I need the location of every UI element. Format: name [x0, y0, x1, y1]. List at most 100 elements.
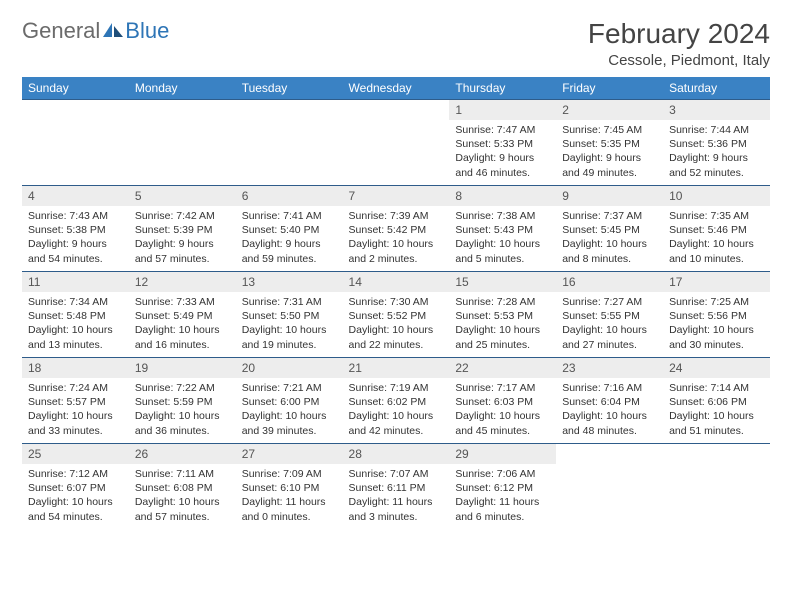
calendar-row: 11Sunrise: 7:34 AMSunset: 5:48 PMDayligh… [22, 272, 770, 358]
calendar-cell: 17Sunrise: 7:25 AMSunset: 5:56 PMDayligh… [663, 272, 770, 358]
day-header: Tuesday [236, 77, 343, 100]
calendar-body: 1Sunrise: 7:47 AMSunset: 5:33 PMDaylight… [22, 100, 770, 530]
calendar-cell [556, 444, 663, 530]
day-details: Sunrise: 7:27 AMSunset: 5:55 PMDaylight:… [556, 292, 663, 355]
day-details: Sunrise: 7:22 AMSunset: 5:59 PMDaylight:… [129, 378, 236, 441]
day-number: 10 [663, 186, 770, 206]
calendar-head: SundayMondayTuesdayWednesdayThursdayFrid… [22, 77, 770, 100]
day-header: Sunday [22, 77, 129, 100]
day-number: 1 [449, 100, 556, 120]
calendar-cell: 7Sunrise: 7:39 AMSunset: 5:42 PMDaylight… [343, 186, 450, 272]
day-number: 16 [556, 272, 663, 292]
day-number: 15 [449, 272, 556, 292]
day-number: 13 [236, 272, 343, 292]
day-header: Wednesday [343, 77, 450, 100]
calendar-cell: 18Sunrise: 7:24 AMSunset: 5:57 PMDayligh… [22, 358, 129, 444]
day-number: 29 [449, 444, 556, 464]
logo-text-general: General [22, 18, 100, 44]
day-number: 7 [343, 186, 450, 206]
day-details: Sunrise: 7:19 AMSunset: 6:02 PMDaylight:… [343, 378, 450, 441]
calendar-cell: 4Sunrise: 7:43 AMSunset: 5:38 PMDaylight… [22, 186, 129, 272]
calendar-table: SundayMondayTuesdayWednesdayThursdayFrid… [22, 77, 770, 530]
day-number: 18 [22, 358, 129, 378]
day-number: 26 [129, 444, 236, 464]
day-details: Sunrise: 7:39 AMSunset: 5:42 PMDaylight:… [343, 206, 450, 269]
day-number: 8 [449, 186, 556, 206]
day-details: Sunrise: 7:47 AMSunset: 5:33 PMDaylight:… [449, 120, 556, 183]
calendar-cell: 26Sunrise: 7:11 AMSunset: 6:08 PMDayligh… [129, 444, 236, 530]
day-details: Sunrise: 7:09 AMSunset: 6:10 PMDaylight:… [236, 464, 343, 527]
calendar-cell: 27Sunrise: 7:09 AMSunset: 6:10 PMDayligh… [236, 444, 343, 530]
day-details: Sunrise: 7:11 AMSunset: 6:08 PMDaylight:… [129, 464, 236, 527]
day-number: 2 [556, 100, 663, 120]
day-number: 22 [449, 358, 556, 378]
calendar-row: 18Sunrise: 7:24 AMSunset: 5:57 PMDayligh… [22, 358, 770, 444]
day-details: Sunrise: 7:38 AMSunset: 5:43 PMDaylight:… [449, 206, 556, 269]
calendar-cell: 11Sunrise: 7:34 AMSunset: 5:48 PMDayligh… [22, 272, 129, 358]
calendar-cell: 9Sunrise: 7:37 AMSunset: 5:45 PMDaylight… [556, 186, 663, 272]
calendar-cell [22, 100, 129, 186]
calendar-cell: 29Sunrise: 7:06 AMSunset: 6:12 PMDayligh… [449, 444, 556, 530]
calendar-cell: 1Sunrise: 7:47 AMSunset: 5:33 PMDaylight… [449, 100, 556, 186]
calendar-cell: 14Sunrise: 7:30 AMSunset: 5:52 PMDayligh… [343, 272, 450, 358]
day-details: Sunrise: 7:34 AMSunset: 5:48 PMDaylight:… [22, 292, 129, 355]
calendar-cell: 21Sunrise: 7:19 AMSunset: 6:02 PMDayligh… [343, 358, 450, 444]
day-header: Saturday [663, 77, 770, 100]
day-number: 24 [663, 358, 770, 378]
day-details: Sunrise: 7:14 AMSunset: 6:06 PMDaylight:… [663, 378, 770, 441]
day-number: 6 [236, 186, 343, 206]
calendar-cell: 2Sunrise: 7:45 AMSunset: 5:35 PMDaylight… [556, 100, 663, 186]
month-title: February 2024 [588, 18, 770, 50]
day-details: Sunrise: 7:06 AMSunset: 6:12 PMDaylight:… [449, 464, 556, 527]
day-number: 19 [129, 358, 236, 378]
calendar-cell: 19Sunrise: 7:22 AMSunset: 5:59 PMDayligh… [129, 358, 236, 444]
day-number: 5 [129, 186, 236, 206]
calendar-cell: 22Sunrise: 7:17 AMSunset: 6:03 PMDayligh… [449, 358, 556, 444]
sail-icon [103, 23, 123, 37]
day-details: Sunrise: 7:24 AMSunset: 5:57 PMDaylight:… [22, 378, 129, 441]
day-details: Sunrise: 7:17 AMSunset: 6:03 PMDaylight:… [449, 378, 556, 441]
calendar-cell: 12Sunrise: 7:33 AMSunset: 5:49 PMDayligh… [129, 272, 236, 358]
day-number: 12 [129, 272, 236, 292]
day-number: 3 [663, 100, 770, 120]
day-number: 14 [343, 272, 450, 292]
calendar-cell: 6Sunrise: 7:41 AMSunset: 5:40 PMDaylight… [236, 186, 343, 272]
day-number: 21 [343, 358, 450, 378]
day-number: 20 [236, 358, 343, 378]
day-details: Sunrise: 7:31 AMSunset: 5:50 PMDaylight:… [236, 292, 343, 355]
day-number: 9 [556, 186, 663, 206]
day-number: 27 [236, 444, 343, 464]
calendar-cell: 16Sunrise: 7:27 AMSunset: 5:55 PMDayligh… [556, 272, 663, 358]
day-number: 25 [22, 444, 129, 464]
calendar-row: 4Sunrise: 7:43 AMSunset: 5:38 PMDaylight… [22, 186, 770, 272]
calendar-cell [663, 444, 770, 530]
day-details: Sunrise: 7:33 AMSunset: 5:49 PMDaylight:… [129, 292, 236, 355]
day-details: Sunrise: 7:42 AMSunset: 5:39 PMDaylight:… [129, 206, 236, 269]
day-details: Sunrise: 7:30 AMSunset: 5:52 PMDaylight:… [343, 292, 450, 355]
calendar-cell: 28Sunrise: 7:07 AMSunset: 6:11 PMDayligh… [343, 444, 450, 530]
day-number: 4 [22, 186, 129, 206]
day-number: 17 [663, 272, 770, 292]
day-details: Sunrise: 7:45 AMSunset: 5:35 PMDaylight:… [556, 120, 663, 183]
calendar-row: 25Sunrise: 7:12 AMSunset: 6:07 PMDayligh… [22, 444, 770, 530]
logo-text-blue: Blue [125, 18, 169, 44]
calendar-cell: 8Sunrise: 7:38 AMSunset: 5:43 PMDaylight… [449, 186, 556, 272]
title-block: February 2024 Cessole, Piedmont, Italy [588, 18, 770, 69]
day-number: 28 [343, 444, 450, 464]
calendar-cell [343, 100, 450, 186]
day-details: Sunrise: 7:16 AMSunset: 6:04 PMDaylight:… [556, 378, 663, 441]
day-details: Sunrise: 7:21 AMSunset: 6:00 PMDaylight:… [236, 378, 343, 441]
day-details: Sunrise: 7:25 AMSunset: 5:56 PMDaylight:… [663, 292, 770, 355]
header: General Blue February 2024 Cessole, Pied… [22, 18, 770, 69]
day-details: Sunrise: 7:37 AMSunset: 5:45 PMDaylight:… [556, 206, 663, 269]
calendar-cell: 13Sunrise: 7:31 AMSunset: 5:50 PMDayligh… [236, 272, 343, 358]
calendar-cell: 3Sunrise: 7:44 AMSunset: 5:36 PMDaylight… [663, 100, 770, 186]
calendar-row: 1Sunrise: 7:47 AMSunset: 5:33 PMDaylight… [22, 100, 770, 186]
day-header: Monday [129, 77, 236, 100]
day-details: Sunrise: 7:35 AMSunset: 5:46 PMDaylight:… [663, 206, 770, 269]
day-details: Sunrise: 7:44 AMSunset: 5:36 PMDaylight:… [663, 120, 770, 183]
calendar-cell: 15Sunrise: 7:28 AMSunset: 5:53 PMDayligh… [449, 272, 556, 358]
calendar-cell: 10Sunrise: 7:35 AMSunset: 5:46 PMDayligh… [663, 186, 770, 272]
day-number: 23 [556, 358, 663, 378]
calendar-cell: 25Sunrise: 7:12 AMSunset: 6:07 PMDayligh… [22, 444, 129, 530]
